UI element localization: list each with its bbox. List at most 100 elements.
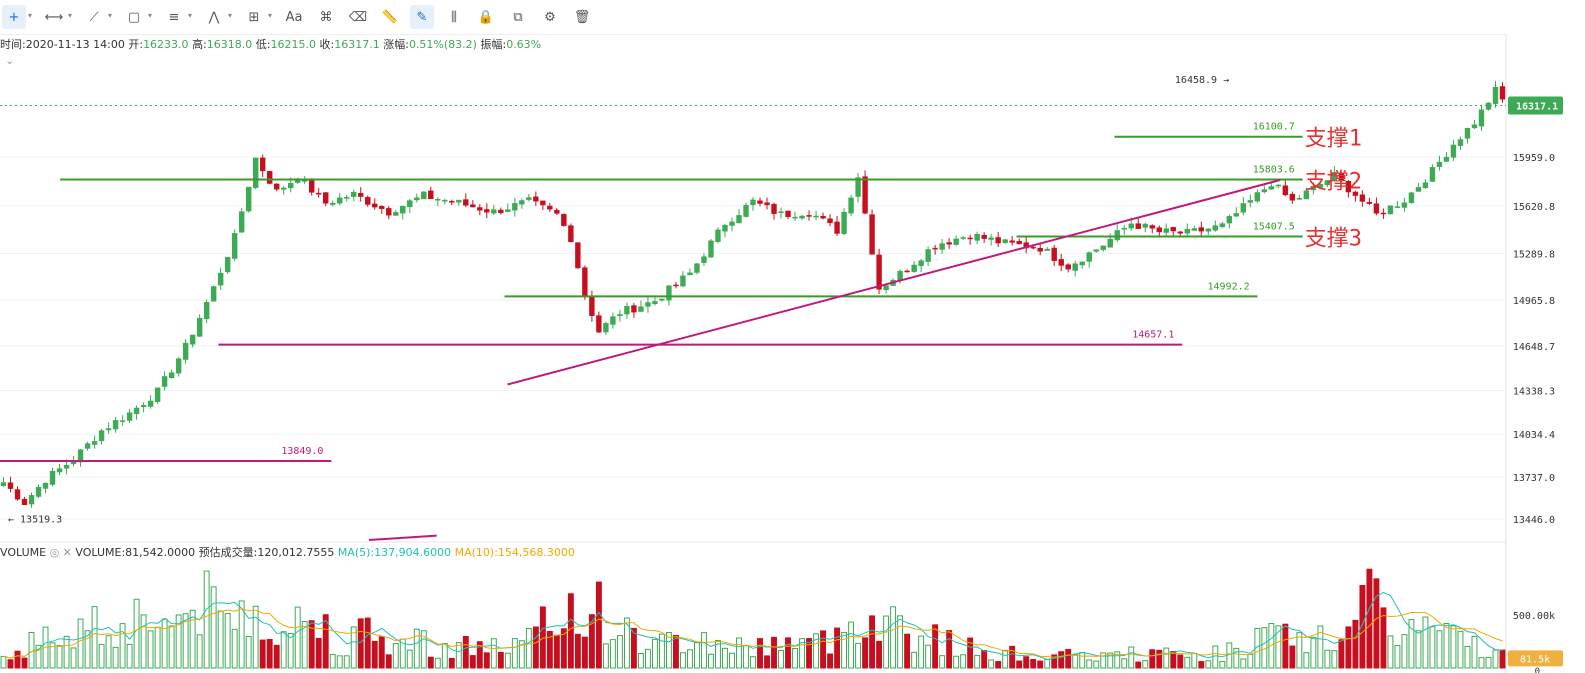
candle-body [1093, 249, 1099, 252]
candle-body [1184, 228, 1190, 234]
volume-bar [1499, 649, 1506, 669]
eraser-icon[interactable]: ⌫ [348, 9, 368, 25]
candle-body [617, 314, 623, 317]
support-tag: 支撑1 [1305, 127, 1362, 152]
candle-body [1002, 239, 1008, 243]
candle-body [287, 182, 294, 189]
candle-body [638, 306, 644, 312]
candle-body [252, 157, 259, 188]
parallel-lines-icon[interactable]: ≡ [168, 9, 180, 25]
volume-bar [813, 633, 819, 669]
candle-body [876, 254, 882, 290]
candle-body [722, 224, 728, 232]
candle-body [1079, 261, 1085, 266]
candle-body [337, 197, 343, 204]
volume-bar [1156, 649, 1163, 669]
candle-body [273, 183, 280, 190]
candle-body [91, 441, 98, 445]
candle-body [203, 302, 210, 320]
candle-body [1149, 225, 1155, 229]
chevron-down-icon[interactable]: ▾ [68, 11, 73, 20]
price-axis-panel [1506, 34, 1585, 673]
chevron-down-icon[interactable]: ▾ [108, 11, 113, 20]
volume-bar [848, 621, 855, 669]
candle-body [28, 495, 35, 505]
volume-bar [904, 633, 911, 669]
volume-bar [371, 640, 378, 669]
volume-bar [792, 647, 798, 669]
candle-body [848, 197, 854, 214]
candle-body [1387, 205, 1394, 215]
volume-bar [988, 659, 995, 669]
chevron-down-icon[interactable]: ▾ [228, 11, 233, 20]
volume-bar [161, 618, 168, 669]
chevron-down-icon[interactable]: ▾ [188, 11, 193, 20]
volume-bar [1051, 654, 1058, 669]
visibility-eye-icon[interactable]: ◎ [49, 546, 60, 559]
ruler-icon[interactable]: 📏 [381, 9, 399, 25]
chevron-down-icon[interactable]: ▾ [148, 11, 153, 20]
volume-bar [974, 654, 981, 669]
lock-icon[interactable]: 🔒 [477, 9, 495, 25]
volume-bar [1184, 656, 1191, 669]
volume-bar [133, 598, 140, 669]
level-label: 14657.1 [1132, 330, 1174, 341]
wave-pattern-icon[interactable]: ⋀ [208, 9, 220, 25]
volume-bar [196, 634, 203, 669]
volume-bar [35, 644, 42, 669]
horizontal-ray-icon[interactable]: ⟷ [44, 9, 64, 25]
chevron-down-icon[interactable]: ▾ [28, 11, 33, 20]
candle-body [393, 212, 399, 216]
volume-bar [63, 635, 70, 669]
candle-body [231, 233, 238, 259]
bars-icon[interactable]: ⫼ [451, 9, 457, 25]
volume-bar [876, 640, 883, 669]
candle-body [806, 215, 812, 217]
volume-bar [1163, 647, 1170, 669]
magnet-icon[interactable]: ⌘ [319, 9, 333, 25]
volume-bar [231, 628, 238, 669]
volume-bar [1331, 650, 1338, 669]
settings-drawing-icon[interactable]: ⚙ [544, 9, 556, 25]
candle-body [0, 482, 7, 486]
draw-mode-icon[interactable]: ✎ [410, 5, 434, 29]
volume-bar [175, 614, 182, 669]
volume-bar [1016, 660, 1023, 669]
candle-body [351, 191, 357, 197]
open-value: 16233.0 [143, 38, 189, 51]
candle-body [1352, 191, 1359, 196]
candle-body [428, 190, 434, 200]
candle-body [729, 221, 735, 226]
candle-body [1177, 231, 1183, 234]
candle-body [1450, 144, 1457, 158]
candle-body [771, 203, 777, 214]
volume-bar [0, 655, 7, 669]
candle-body [862, 176, 868, 214]
volume-bar [715, 639, 721, 669]
volume-bar [750, 656, 756, 669]
volume-bar [602, 643, 609, 669]
text-tool-icon[interactable]: Aa [285, 9, 303, 25]
volume-bar [1401, 634, 1408, 669]
candle-body [575, 242, 581, 269]
volume-bar [385, 654, 392, 669]
measure-icon[interactable]: ⊞ [248, 9, 260, 25]
candle-body [1303, 190, 1310, 200]
copy-icon[interactable]: ⧉ [513, 9, 523, 25]
volume-bar [1205, 660, 1212, 669]
candle-body [386, 208, 392, 216]
trash-icon[interactable]: 🗑 [573, 9, 591, 25]
price-tick-label: 15620.8 [1513, 202, 1555, 213]
candle-body [519, 200, 525, 205]
close-icon[interactable]: ✕ [62, 546, 72, 559]
trend-line-icon[interactable]: ⟋ [89, 9, 99, 25]
candle-body [1471, 124, 1478, 129]
crosshair-icon[interactable]: + [2, 5, 26, 29]
close-label: 收: [319, 38, 335, 51]
rectangle-icon[interactable]: ▢ [127, 9, 141, 25]
volume-bar [273, 644, 280, 669]
candle-body [1380, 212, 1387, 215]
chevron-down-icon[interactable]: ▾ [268, 11, 273, 20]
chevron-down-icon[interactable]: ⌄ [5, 54, 15, 67]
